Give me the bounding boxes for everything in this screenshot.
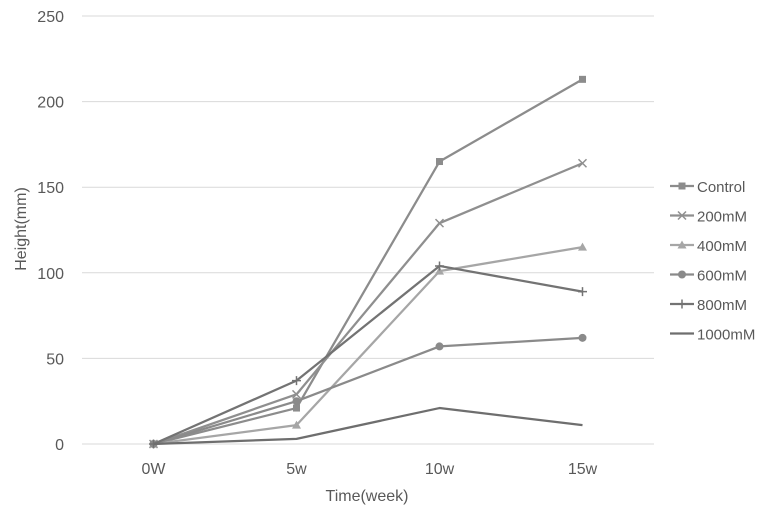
data-point-marker — [435, 261, 444, 271]
series-line — [153, 162, 583, 446]
series-600mm — [149, 333, 587, 448]
y-tick-label: 250 — [37, 9, 64, 26]
legend-label: 400mM — [697, 238, 747, 255]
data-point-marker — [677, 240, 687, 249]
gridlines — [82, 15, 654, 445]
series-800mm — [149, 261, 587, 449]
data-point-marker — [578, 287, 587, 297]
data-point-marker — [578, 242, 587, 251]
y-axis-label: Height(mm) — [13, 187, 30, 271]
y-tick-label: 100 — [37, 266, 64, 283]
series-line — [153, 406, 583, 446]
legend-item-control: Control — [670, 179, 745, 196]
data-point-marker — [678, 270, 686, 279]
data-point-marker — [292, 376, 301, 386]
series-control — [150, 75, 586, 448]
x-axis-label: Time(week) — [326, 488, 409, 505]
data-point-marker — [435, 342, 444, 351]
x-tick-label: 0W — [142, 461, 167, 478]
legend-label: Control — [697, 179, 745, 196]
data-point-marker — [678, 182, 686, 190]
data-point-marker — [677, 210, 687, 221]
data-point-marker — [293, 404, 300, 412]
legend-item-1000mm: 1000mM — [670, 327, 755, 344]
series-line — [153, 336, 583, 446]
series-lines — [148, 75, 588, 449]
y-tick-labels: 0 50 100 150 200 250 — [37, 9, 64, 454]
x-tick-label: 5w — [286, 461, 307, 478]
x-tick-labels: 0W 5w 10w 15w — [142, 461, 598, 478]
series-line — [153, 264, 583, 446]
data-point-marker — [677, 299, 687, 309]
legend-label: 200mM — [697, 209, 747, 226]
legend-label: 600mM — [697, 268, 747, 285]
x-tick-label: 10w — [425, 461, 455, 478]
y-tick-label: 200 — [37, 95, 64, 112]
legend-label: 800mM — [697, 297, 747, 314]
data-point-marker — [292, 420, 301, 429]
legend-item-600mm: 600mM — [670, 268, 747, 285]
x-tick-label: 15w — [568, 461, 598, 478]
legend-label: 1000mM — [697, 327, 755, 344]
series-line — [153, 78, 584, 446]
data-point-marker — [291, 389, 302, 399]
data-point-marker — [578, 333, 587, 342]
data-point-marker — [579, 75, 586, 83]
data-point-marker — [292, 397, 301, 406]
data-point-marker — [577, 158, 588, 168]
legend-item-400mm: 400mM — [670, 238, 747, 255]
data-point-marker — [435, 266, 444, 275]
y-tick-label: 0 — [55, 437, 64, 454]
legend: Control 200mM 400mM 600mM 800mM 1000mM — [670, 179, 755, 344]
legend-item-200mm: 200mM — [670, 209, 747, 226]
y-tick-label: 150 — [37, 180, 64, 197]
series-line — [153, 246, 583, 446]
data-point-marker — [436, 158, 443, 166]
data-point-marker — [434, 218, 445, 228]
y-tick-label: 50 — [46, 351, 64, 368]
series-1000mm — [153, 406, 583, 446]
legend-item-800mm: 800mM — [670, 297, 747, 314]
series-200mm — [148, 158, 588, 449]
